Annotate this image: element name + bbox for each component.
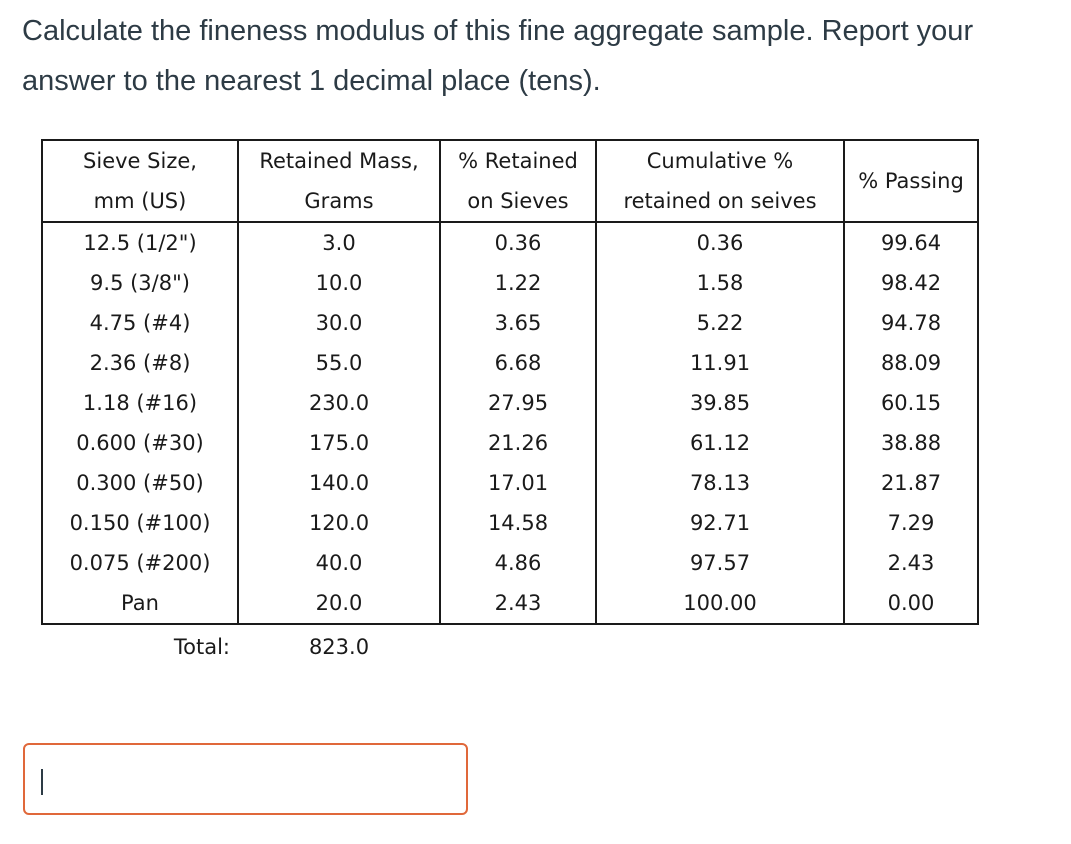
header-text: on Sieves [467,189,569,213]
table-header-row: Sieve Size, mm (US) Retained Mass, Grams… [41,139,979,223]
percent-retained-cell: 2.43 [439,583,597,625]
header-percent-retained: % Retained on Sieves [439,139,597,223]
percent-retained-cell: 1.22 [439,263,597,303]
percent-retained-cell: 14.58 [439,503,597,543]
header-text: % Retained [458,149,578,173]
percent-retained-cell: 4.86 [439,543,597,583]
empty-cell [596,624,844,669]
retained-mass-cell: 30.0 [237,303,441,343]
table-row: 12.5 (1/2") 3.0 0.36 0.36 99.64 [41,222,979,263]
sieve-size-cell: 2.36 (#8) [41,343,239,383]
percent-retained-cell: 0.36 [439,222,597,263]
total-value: 823.0 [308,635,370,659]
cumulative-retained-cell: 61.12 [595,423,845,463]
sieve-size-cell: Pan [41,583,239,625]
percent-retained-cell: 3.65 [439,303,597,343]
percent-passing-cell: 21.87 [843,463,979,503]
percent-passing-cell: 98.42 [843,263,979,303]
table-row: 0.150 (#100) 120.0 14.58 92.71 7.29 [41,503,979,543]
retained-mass-cell: 175.0 [237,423,441,463]
percent-retained-cell: 21.26 [439,423,597,463]
sieve-size-cell: 4.75 (#4) [41,303,239,343]
retained-mass-cell: 120.0 [237,503,441,543]
cumulative-retained-cell: 39.85 [595,383,845,423]
retained-mass-cell: 3.0 [237,222,441,263]
sieve-size-cell: 0.150 (#100) [41,503,239,543]
sieve-size-cell: 0.075 (#200) [41,543,239,583]
percent-passing-cell: 94.78 [843,303,979,343]
cumulative-retained-cell: 0.36 [595,222,845,263]
sieve-analysis-table: Sieve Size, mm (US) Retained Mass, Grams… [41,139,979,669]
retained-mass-cell: 40.0 [237,543,441,583]
cumulative-retained-cell: 100.00 [595,583,845,625]
percent-passing-cell: 88.09 [843,343,979,383]
table-row: 0.600 (#30) 175.0 21.26 61.12 38.88 [41,423,979,463]
header-text: retained on seives [623,189,817,213]
sieve-size-cell: 0.300 (#50) [41,463,239,503]
table-row: 1.18 (#16) 230.0 27.95 39.85 60.15 [41,383,979,423]
empty-cell [440,624,596,669]
table-row: Pan 20.0 2.43 100.00 0.00 [41,583,979,625]
percent-passing-cell: 0.00 [843,583,979,625]
retained-mass-cell: 20.0 [237,583,441,625]
table-row: 2.36 (#8) 55.0 6.68 11.91 88.09 [41,343,979,383]
total-row: Total: 823.0 [42,624,978,669]
percent-passing-cell: 60.15 [843,383,979,423]
header-text: Cumulative % [646,149,794,173]
cumulative-retained-cell: 78.13 [595,463,845,503]
cumulative-retained-cell: 11.91 [595,343,845,383]
table-row: 9.5 (3/8") 10.0 1.22 1.58 98.42 [41,263,979,303]
retained-mass-cell: 55.0 [237,343,441,383]
total-label: Total: [173,635,230,659]
header-text: Sieve Size, [83,149,197,173]
retained-mass-cell: 230.0 [237,383,441,423]
cumulative-retained-cell: 1.58 [595,263,845,303]
sieve-size-cell: 0.600 (#30) [41,423,239,463]
header-text: Grams [304,189,374,213]
table-row: 0.075 (#200) 40.0 4.86 97.57 2.43 [41,543,979,583]
header-percent-passing: % Passing [843,139,979,223]
header-sieve-size: Sieve Size, mm (US) [41,139,239,223]
percent-passing-cell: 2.43 [843,543,979,583]
table-row: 4.75 (#4) 30.0 3.65 5.22 94.78 [41,303,979,343]
percent-passing-cell: 7.29 [843,503,979,543]
retained-mass-cell: 10.0 [237,263,441,303]
table-row: 0.300 (#50) 140.0 17.01 78.13 21.87 [41,463,979,503]
answer-input[interactable] [25,745,466,813]
empty-cell [844,624,978,669]
retained-mass-cell: 140.0 [237,463,441,503]
percent-passing-cell: 38.88 [843,423,979,463]
percent-retained-cell: 27.95 [439,383,597,423]
sieve-size-cell: 1.18 (#16) [41,383,239,423]
percent-passing-cell: 99.64 [843,222,979,263]
cumulative-retained-cell: 92.71 [595,503,845,543]
cumulative-retained-cell: 5.22 [595,303,845,343]
sieve-size-cell: 9.5 (3/8") [41,263,239,303]
percent-retained-cell: 17.01 [439,463,597,503]
percent-retained-cell: 6.68 [439,343,597,383]
table-body: 12.5 (1/2") 3.0 0.36 0.36 99.64 9.5 (3/8") 10.… [41,222,979,625]
question-text: Calculate the fineness modulus of this f… [22,15,974,97]
header-text: mm (US) [93,189,187,213]
sieve-analysis-table-container: Sieve Size, mm (US) Retained Mass, Grams… [41,139,979,669]
header-text: Retained Mass, [259,149,419,173]
sieve-size-cell: 12.5 (1/2") [41,222,239,263]
cumulative-retained-cell: 97.57 [595,543,845,583]
header-cumulative-retained: Cumulative % retained on seives [595,139,845,223]
answer-box[interactable] [23,743,468,815]
header-retained-mass: Retained Mass, Grams [237,139,441,223]
